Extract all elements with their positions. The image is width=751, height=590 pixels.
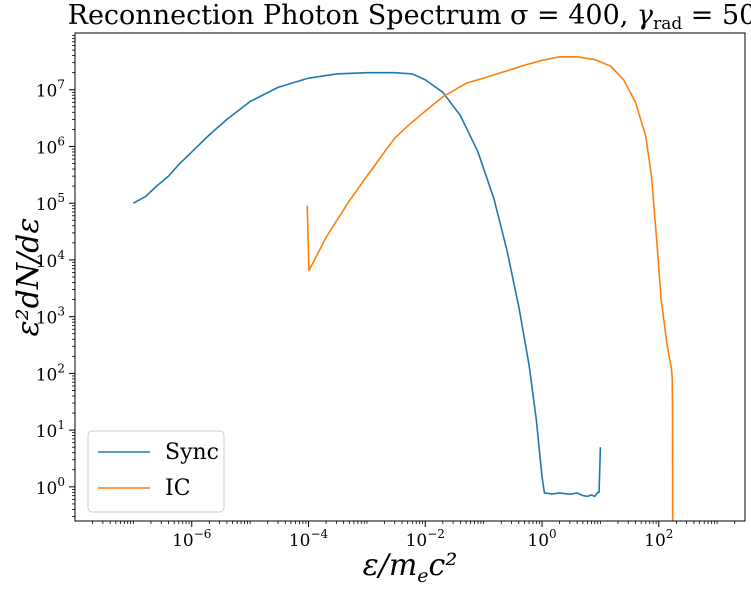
series-line-sync — [132, 71, 602, 498]
y-tick-label: 106 — [36, 134, 65, 158]
x-tick-label: 10−4 — [289, 527, 329, 551]
y-tick-label: 107 — [36, 78, 65, 102]
legend-label-sync: Sync — [165, 440, 219, 465]
y-tick-label: 103 — [36, 305, 65, 329]
series-line-ic — [306, 56, 674, 521]
y-tick-label: 102 — [36, 361, 65, 385]
x-tick-label: 10−2 — [406, 527, 445, 551]
y-axis-label: ε²dN/dε — [11, 218, 46, 337]
y-tick-label: 100 — [36, 475, 65, 499]
legend-label-ic: IC — [165, 476, 191, 501]
y-axis: 100 101 102 103 104 105 106 107 — [36, 35, 75, 517]
chart-title: Reconnection Photon Spectrum σ = 400, γr… — [68, 0, 751, 34]
y-tick-label: 101 — [36, 418, 65, 442]
x-axis: 10−6 10−4 10−2 100 102 — [92, 521, 736, 551]
y-tick-label: 105 — [36, 191, 65, 215]
x-tick-label: 100 — [527, 527, 556, 551]
x-axis-label: ε/mec² — [363, 548, 458, 587]
x-tick-label: 102 — [644, 527, 673, 551]
legend: Sync IC — [87, 430, 225, 513]
y-tick-label: 104 — [36, 248, 66, 272]
plot-area — [132, 56, 674, 521]
x-tick-label: 10−6 — [172, 527, 211, 551]
